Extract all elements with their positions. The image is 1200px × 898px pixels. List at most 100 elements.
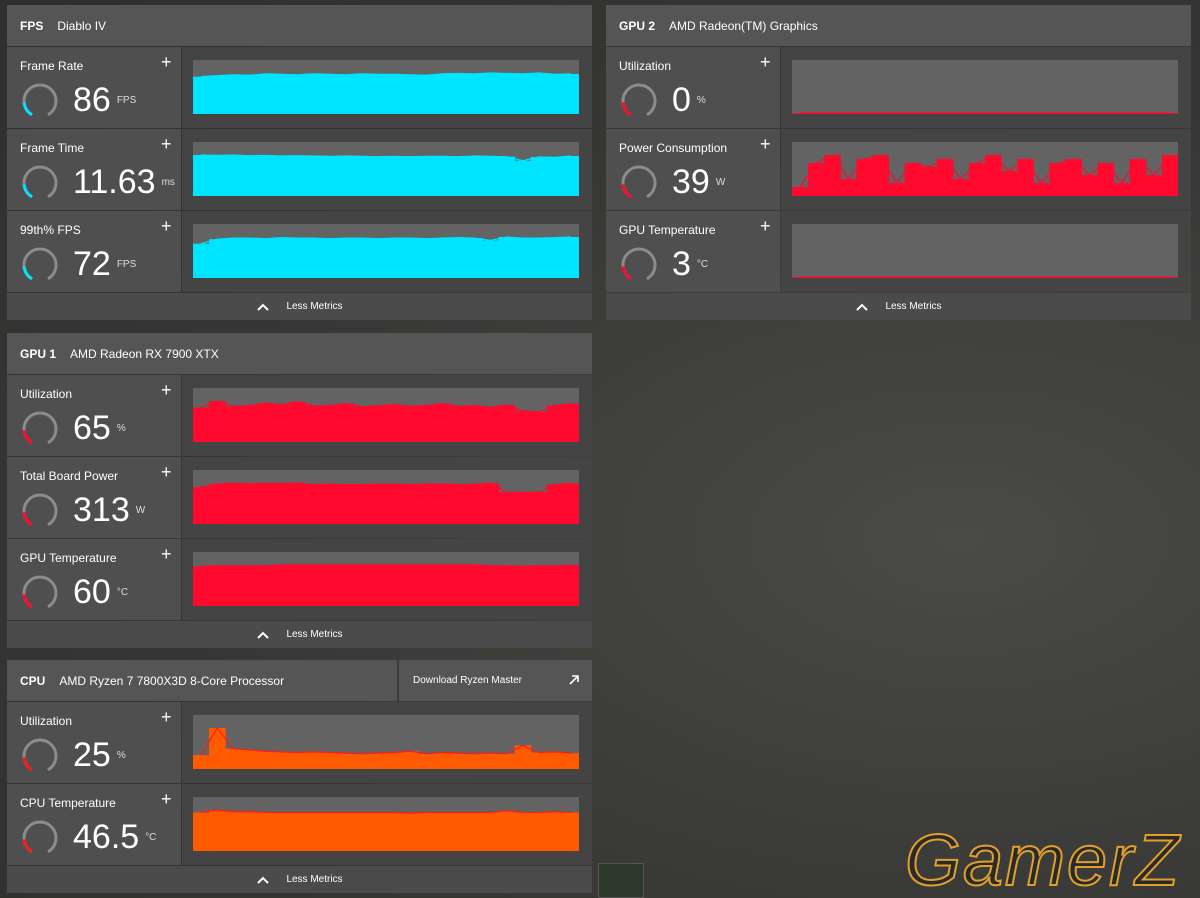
metric-readout: 0% [672, 81, 706, 120]
graph-bar [450, 484, 467, 524]
add-button[interactable]: + [760, 52, 771, 72]
graph-bar [289, 483, 307, 524]
graph-cell [182, 211, 592, 292]
graph-bar [369, 753, 387, 769]
graph-cell [182, 47, 592, 128]
graph-bar [321, 74, 339, 114]
add-button[interactable]: + [161, 462, 172, 482]
graph-bar [241, 749, 258, 769]
graph-bar [434, 483, 451, 524]
graph-bar [353, 753, 371, 769]
gauge [621, 83, 657, 117]
metric-title: Utilization [20, 714, 73, 728]
add-button[interactable]: + [760, 216, 771, 236]
graph-bar [241, 811, 258, 851]
graph-bar [546, 405, 564, 442]
add-button[interactable]: + [161, 707, 172, 727]
graph-bar [546, 74, 564, 114]
graph-cell [182, 539, 592, 620]
graph-bar [466, 812, 483, 851]
footer-label: Less Metrics [286, 629, 343, 640]
graph-bar [530, 752, 548, 769]
metric-cell: Utilization +0% [606, 47, 780, 128]
graph-bar [321, 565, 339, 606]
metric-readout: 11.63 ms [73, 163, 175, 202]
less-metrics[interactable]: Less Metrics [7, 866, 592, 893]
metric-value: 25 [73, 736, 111, 774]
add-button[interactable]: + [161, 216, 172, 236]
less-metrics[interactable]: Less Metrics [7, 621, 592, 648]
metric-unit: °C [116, 587, 129, 598]
graph [193, 60, 579, 114]
graph-bar [985, 155, 1002, 196]
graph-bar [888, 183, 906, 196]
panel-label: CPU [20, 673, 46, 688]
graph-bar [257, 483, 274, 524]
add-button[interactable]: + [161, 134, 172, 154]
graph-bar [498, 156, 516, 196]
add-button[interactable]: + [161, 52, 172, 72]
graph-bar [193, 812, 210, 851]
graph-bar [209, 483, 226, 524]
less-metrics[interactable]: Less Metrics [7, 293, 592, 320]
graph-bar [514, 410, 532, 442]
gauge-accent [621, 266, 632, 281]
graph-bar [466, 405, 483, 442]
graph-bar [402, 813, 419, 851]
add-button[interactable]: + [161, 380, 172, 400]
graph-bar [1097, 163, 1115, 196]
add-button[interactable]: + [161, 789, 172, 809]
graph-bar [209, 155, 226, 196]
graph-bar [466, 238, 483, 278]
graph-bar [482, 240, 500, 278]
graph-bar [209, 239, 226, 278]
graph-bar [289, 565, 307, 606]
graph-cell [182, 702, 592, 783]
graph-bar [193, 243, 210, 278]
graph-bar [273, 74, 290, 114]
graph-bar [418, 812, 435, 851]
less-metrics[interactable]: Less Metrics [606, 293, 1191, 320]
graph-bar [546, 237, 564, 278]
graph-bar [434, 403, 451, 442]
graph-bar [466, 565, 483, 606]
metric-cell: Utilization +65% [7, 375, 181, 456]
metric-cell: CPU Temperature +46.5 °C [7, 784, 181, 865]
download-button[interactable]: Download Ryzen Master [397, 660, 592, 701]
graph-line [201, 154, 572, 162]
graph-bar [337, 565, 355, 606]
graph-bar [193, 76, 210, 114]
metric-unit: °C [696, 259, 709, 270]
graph-bar [225, 748, 242, 769]
graph-bar [418, 238, 435, 278]
graph-bar [434, 752, 451, 769]
graph-cell [182, 784, 592, 865]
add-button[interactable]: + [760, 134, 771, 154]
graph-bar [241, 565, 258, 606]
graph-bar [450, 237, 467, 278]
graph-cell [781, 47, 1191, 128]
graph-bar [257, 812, 274, 851]
graph-bar [530, 157, 548, 196]
graph-bar [193, 566, 210, 606]
metric-value: 3 [672, 245, 691, 283]
chevron-up [257, 303, 270, 311]
graph-bar [321, 238, 339, 278]
graph [792, 60, 1178, 114]
metric-cell: GPU Temperature +3 °C [606, 211, 780, 292]
gauge [22, 575, 58, 609]
graph-bar [450, 406, 467, 442]
graph-bar [369, 74, 387, 114]
footer-label: Less Metrics [286, 874, 343, 885]
graph-bar [321, 156, 339, 196]
chevron-up [257, 631, 270, 639]
add-button[interactable]: + [161, 544, 172, 564]
gauge [22, 820, 58, 854]
metric-unit: ms [161, 177, 175, 188]
graph-bar [482, 407, 500, 442]
chevron [257, 303, 270, 311]
graph-bar [225, 483, 242, 524]
gauge-accent [22, 102, 33, 117]
graph-bar [225, 238, 242, 278]
metric-title: Frame Rate [20, 59, 84, 73]
